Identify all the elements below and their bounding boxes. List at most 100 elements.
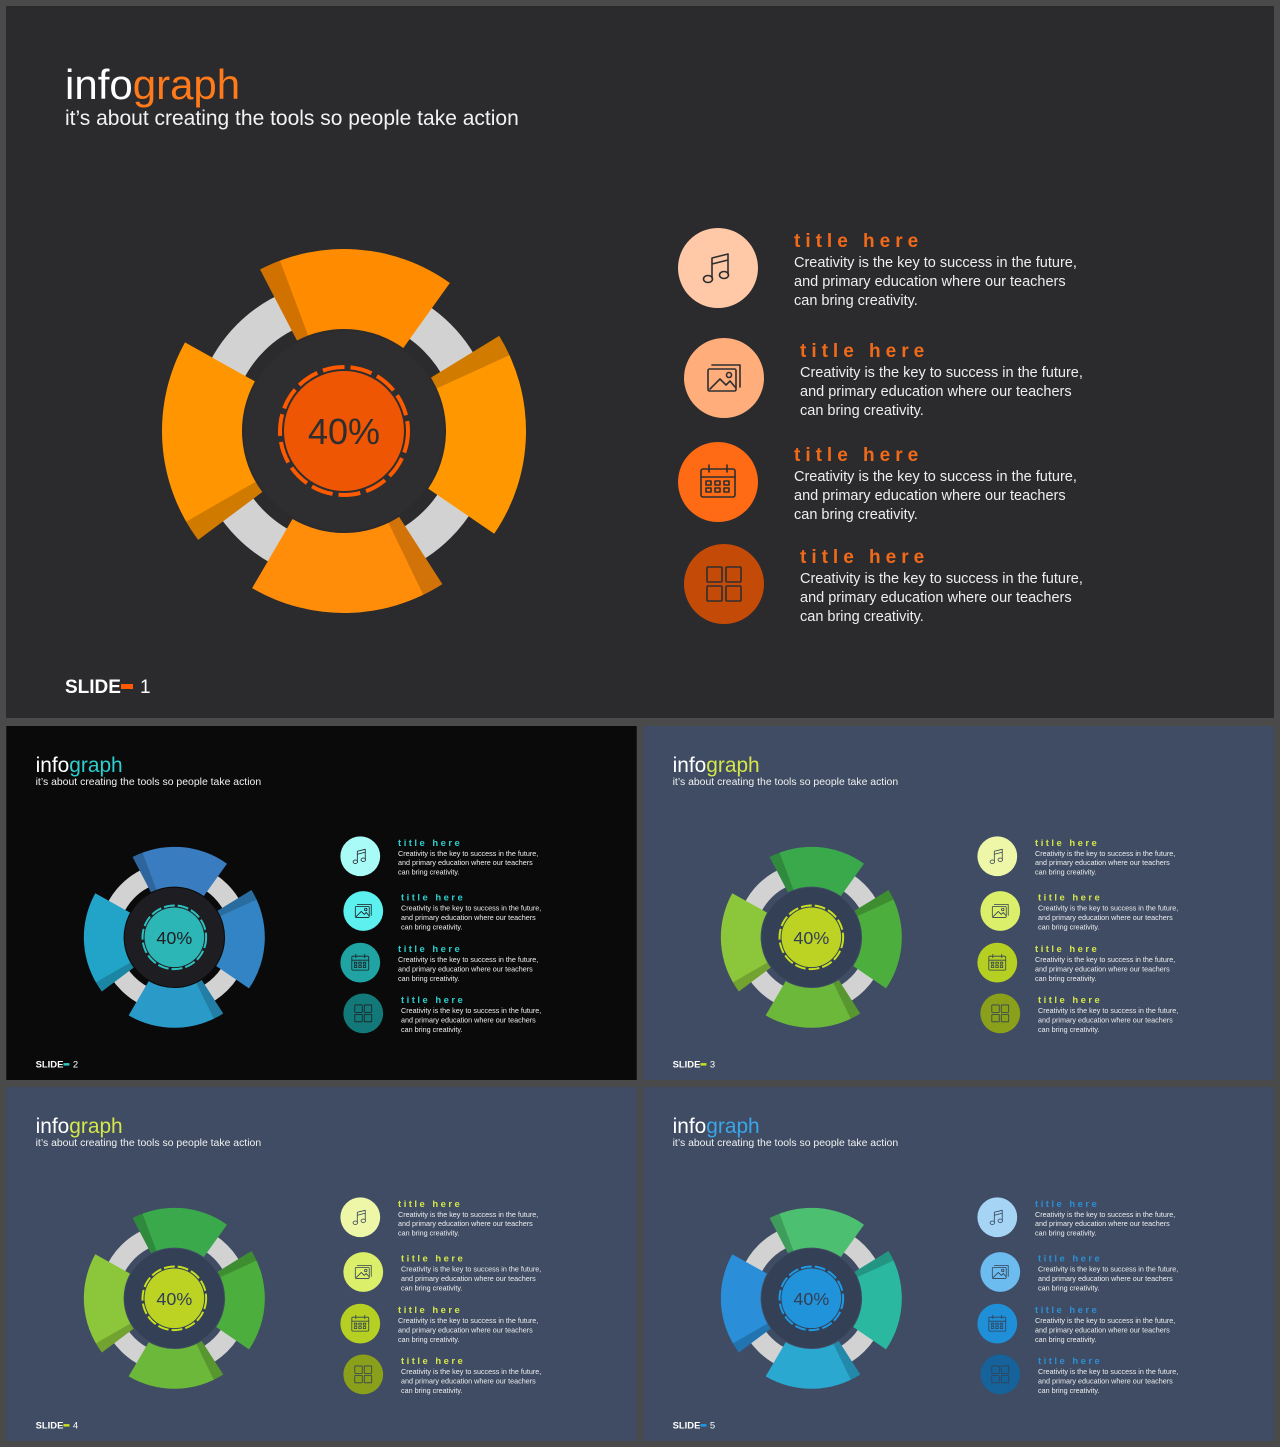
item-description-line: can bring creativity. [398,974,459,983]
brand-title-graph: graph [706,754,759,777]
calendar-icon [700,464,736,498]
ring-graphic: 40% [162,249,526,613]
center-dial [284,371,404,491]
item-description-line: and primary education where our teachers [794,488,1066,504]
slide-5[interactable]: infograph it’s about creating the tools s… [643,1087,1274,1441]
icon-circle [977,1197,1018,1238]
icon-circle [340,942,381,983]
item-description-line: Creativity is the key to success in the … [1035,955,1175,964]
slide-1[interactable]: infograph it’s about creating the tools s… [6,6,1274,718]
item-title: title here [800,547,929,568]
slide-2[interactable]: infograph it’s about creating the tools s… [6,726,637,1080]
item-description-line: Creativity is the key to success in the … [1038,1006,1178,1015]
item-title: title here [794,445,923,466]
brand-title-info: info [65,61,133,108]
image-icon [354,1265,372,1279]
item-description-line: Creativity is the key to success in the … [794,255,1077,271]
music-note-icon [702,253,730,284]
item-description-line: and primary education where our teachers [1035,965,1170,974]
item-title: title here [800,341,929,362]
item-description-line: Creativity is the key to success in the … [398,849,538,858]
ring-segment [428,335,526,534]
calendar-icon [351,953,370,971]
icon-circle [343,993,384,1034]
ring-segment [132,1207,227,1258]
slide-footer-number: 4 [73,1421,78,1432]
slide-3[interactable]: infograph it’s about creating the tools s… [643,726,1274,1080]
ring-segment [260,249,450,349]
item-title: title here [401,1356,465,1367]
item-title: title here [1035,838,1099,849]
item-description-line: and primary education where our teachers [1035,1326,1170,1335]
image-icon [707,364,741,392]
brand-title-info: info [673,754,707,777]
icon-circle [678,228,758,308]
ring-segment [216,1251,265,1350]
item-description-line: and primary education where our teachers [1038,913,1173,922]
item-description-line: Creativity is the key to success in the … [1038,1367,1178,1376]
item-description-line: and primary education where our teachers [800,590,1072,606]
footer-dash [63,1063,70,1066]
center-dial-ticks [778,904,845,971]
icon-circle [980,993,1021,1034]
item-description-line: can bring creativity. [1035,974,1096,983]
item-title: title here [1038,1254,1102,1265]
ring-segment-shade [95,962,134,992]
center-percent: 40% [308,411,380,452]
item-title: title here [398,838,462,849]
ring-segment [83,893,134,992]
music-note-icon [352,848,366,864]
item-description-line: Creativity is the key to success in the … [401,903,541,912]
item-description-line: and primary education where our teachers [794,274,1066,290]
center-dial-ticks [141,904,208,971]
item-description-line: and primary education where our teachers [398,1326,533,1335]
ring-segment-shade [132,852,157,893]
slide-subtitle: it’s about creating the tools so people … [673,1138,899,1149]
grid-icon [354,1365,373,1384]
grid-icon [991,1004,1010,1023]
slide-footer-number: 1 [140,677,151,698]
ring-segment-shade [132,1213,157,1254]
ring-segment [720,1254,771,1353]
ring-segment-shade [732,962,771,992]
item-title: title here [401,1254,465,1265]
image-icon [991,904,1009,918]
item-description-line: Creativity is the key to success in the … [401,1006,541,1015]
brand-title-info: info [36,1115,70,1138]
item-description-line: can bring creativity. [1038,1386,1099,1395]
music-note-icon [352,1209,366,1225]
item-description-line: can bring creativity. [1035,868,1096,877]
slide-footer-number: 2 [73,1060,78,1071]
item-description-line: and primary education where our teachers [1038,1015,1173,1024]
center-dial [781,907,842,968]
item-description-line: Creativity is the key to success in the … [1038,1264,1178,1273]
footer-dash [700,1424,707,1427]
slide-footer-label: SLIDE [36,1421,64,1432]
slide-footer-label: SLIDE [36,1060,64,1071]
item-description-line: Creativity is the key to success in the … [1038,903,1178,912]
brand-title-info: info [673,1115,707,1138]
item-description-line: can bring creativity. [401,1283,462,1292]
item-description-line: can bring creativity. [1035,1335,1096,1344]
ring-segment [132,846,227,897]
ring-segment-shade [833,979,861,1019]
ring-segment [83,1254,134,1353]
item-description-line: can bring creativity. [398,1229,459,1238]
item-description-line: can bring creativity. [398,868,459,877]
item-description-line: Creativity is the key to success in the … [398,1210,538,1219]
ring-graphic: 40% [83,846,265,1028]
calendar-icon [988,953,1007,971]
item-title: title here [1035,944,1099,955]
slide-4[interactable]: infograph it’s about creating the tools s… [6,1087,637,1441]
item-description-line: and primary education where our teachers [401,913,536,922]
